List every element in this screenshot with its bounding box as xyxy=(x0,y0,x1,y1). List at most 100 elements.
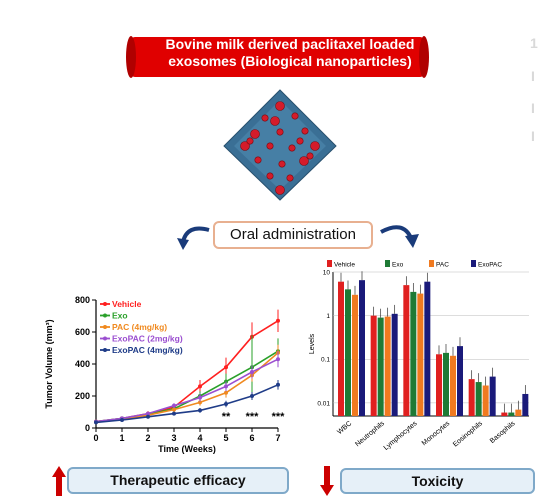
x-axis-label: Time (Weeks) xyxy=(158,444,216,454)
x-tick-label: 3 xyxy=(171,433,176,443)
nanoparticle-dot xyxy=(301,127,309,135)
bar-Exo xyxy=(345,289,351,416)
x-tick-label: 0 xyxy=(93,433,98,443)
x-tick-label: 4 xyxy=(197,433,202,443)
down-arrow-icon xyxy=(320,466,334,496)
nanoparticle-dot xyxy=(246,137,254,145)
legend-marker xyxy=(103,336,107,341)
data-point xyxy=(146,414,150,419)
bar-Vehicle xyxy=(436,354,442,416)
nanoparticle-dot xyxy=(278,160,286,168)
y-tick-label: 10 xyxy=(323,270,331,277)
title-banner xyxy=(126,36,429,78)
nanoparticle-dot xyxy=(266,172,274,180)
significance-mark: *** xyxy=(246,411,260,423)
data-point xyxy=(224,390,228,395)
legend-marker xyxy=(103,325,107,329)
nanoparticle-dot xyxy=(288,144,296,152)
legend-label: ExoPAC xyxy=(478,262,502,269)
legend-marker xyxy=(103,302,107,306)
banner-line-1: Bovine milk derived paclitaxel loaded xyxy=(165,36,415,52)
legend-label: ExoPAC (2mg/kg) xyxy=(112,334,183,344)
data-point xyxy=(198,408,202,413)
y-tick-label: 0.01 xyxy=(317,400,330,407)
y-tick-label: 0 xyxy=(85,423,90,433)
nanoparticle-dot xyxy=(275,101,285,111)
banner-scroll-left xyxy=(126,36,136,78)
x-tick-label: 2 xyxy=(145,433,150,443)
bar-Exo xyxy=(377,317,384,416)
bar-PAC xyxy=(352,294,358,416)
legend-swatch xyxy=(385,260,390,267)
banner-title: Bovine milk derived paclitaxel loaded ex… xyxy=(140,36,440,70)
bar-PAC xyxy=(384,316,391,416)
data-point xyxy=(276,357,280,362)
category-label: Lymphocytes xyxy=(383,420,419,452)
legend-label: Exo xyxy=(112,311,128,321)
data-point xyxy=(224,365,228,370)
data-point xyxy=(120,418,124,422)
data-point xyxy=(172,407,176,412)
data-point xyxy=(250,370,254,374)
y-axis-label: Levels xyxy=(309,333,316,354)
legend-marker xyxy=(103,348,107,352)
bar-Exo xyxy=(508,412,515,416)
category-label: Monocytes xyxy=(421,420,452,447)
bar-PAC xyxy=(515,409,522,416)
nanoparticle-dot xyxy=(299,156,309,166)
significance-mark: *** xyxy=(272,411,286,423)
bar-Exo xyxy=(475,382,482,416)
bar-ExoPAC xyxy=(489,376,496,416)
nanoparticle-dot xyxy=(310,141,320,151)
nanoparticle-surface-image xyxy=(223,89,337,201)
nanoparticle-dot xyxy=(296,137,304,145)
legend-label: PAC xyxy=(436,262,449,269)
tumor-volume-chart: 0 200 400 600 800 0 1 2 3 4 5 6 7 Time (Weeks) Tumor V… xyxy=(44,295,286,454)
ghost-text-4: I xyxy=(531,128,535,144)
x-tick-label: 6 xyxy=(249,433,254,443)
legend-label: Exo xyxy=(392,262,404,269)
y-tick-label: 1 xyxy=(326,313,330,320)
y-tick-label: 200 xyxy=(75,391,90,401)
banner-scroll-right xyxy=(419,36,429,78)
significance-mark: ** xyxy=(222,411,231,423)
bar-ExoPAC xyxy=(457,346,463,416)
bar-Exo xyxy=(443,352,449,416)
data-point xyxy=(224,402,228,406)
nanoparticle-dot xyxy=(275,185,285,195)
series-line-ExoPAC (2mg/kg) xyxy=(95,358,279,423)
nanoparticle-dot xyxy=(261,114,269,122)
legend-label: Vehicle xyxy=(112,299,142,309)
nanoparticle-dot xyxy=(286,174,294,182)
category-label: WBC xyxy=(336,420,353,436)
category-label: Neutrophils xyxy=(354,420,386,448)
nanoparticle-dot xyxy=(240,141,250,151)
bar-ExoPAC xyxy=(391,313,398,416)
bar-ExoPAC xyxy=(359,280,365,416)
legend-label: ExoPAC (4mg/kg) xyxy=(112,345,183,355)
data-point xyxy=(276,382,280,387)
legend-label: Vehicle xyxy=(334,262,355,269)
data-point xyxy=(172,403,176,408)
curved-arrow-right-icon xyxy=(380,225,419,248)
bar-Exo xyxy=(410,291,417,416)
bar-Vehicle xyxy=(468,379,475,416)
banner-line-2: exosomes (Biological nanoparticles) xyxy=(168,53,412,69)
therapeutic-efficacy-box: Therapeutic efficacy xyxy=(67,467,289,494)
category-label: Basophils xyxy=(489,420,517,445)
curved-arrow-left-icon xyxy=(177,226,210,250)
x-tick-label: 7 xyxy=(275,433,280,443)
toxicity-box: Toxicity xyxy=(340,468,535,494)
bar-Vehicle xyxy=(338,281,344,416)
series-line-PAC (4mg/kg) xyxy=(95,352,279,423)
nanoparticle-dot xyxy=(254,156,262,164)
bar-Vehicle xyxy=(370,315,377,416)
bar-PAC xyxy=(482,385,489,416)
x-tick-label: 1 xyxy=(119,433,124,443)
legend-label: PAC (4mg/kg) xyxy=(112,322,167,332)
legend-swatch xyxy=(471,260,476,267)
y-tick-label: 0.1 xyxy=(321,357,330,364)
y-tick-label: 800 xyxy=(75,295,90,305)
ghost-text-1: 1 xyxy=(530,35,538,51)
data-point xyxy=(198,384,202,389)
